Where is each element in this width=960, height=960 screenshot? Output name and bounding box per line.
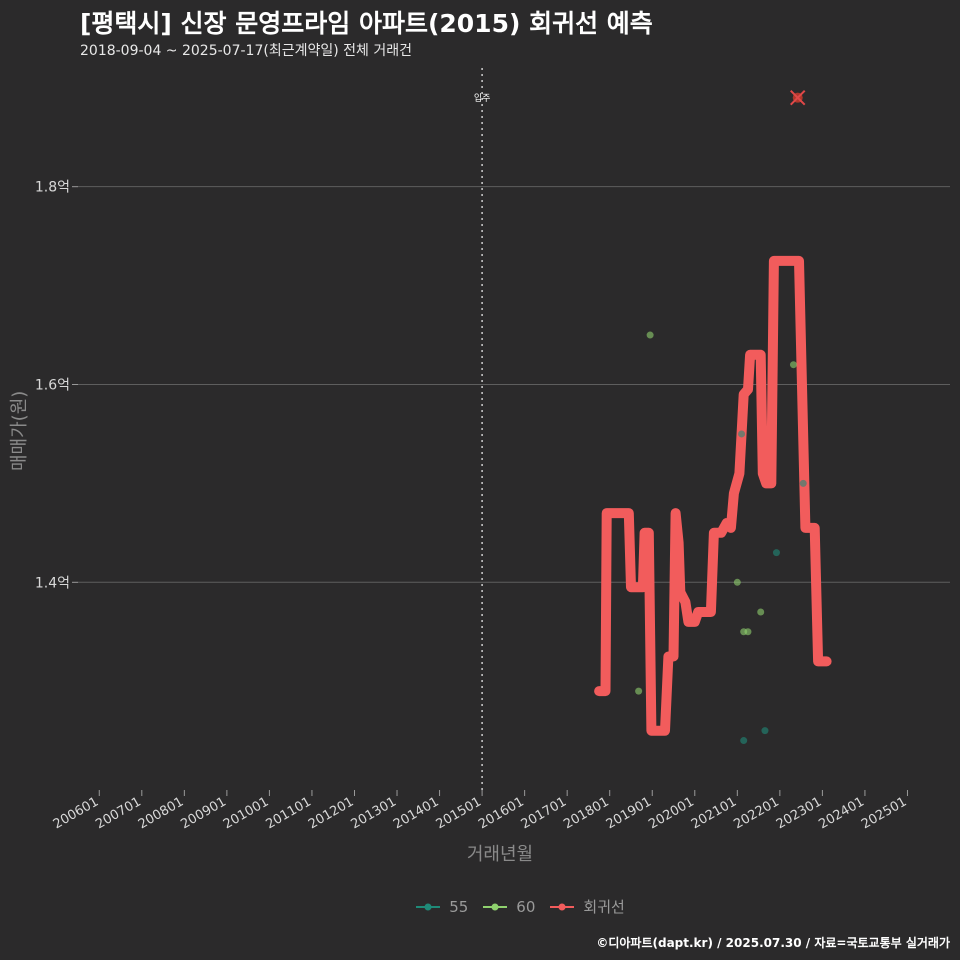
x-tick-label: 201501 [434, 794, 484, 832]
x-tick-label: 201101 [263, 794, 313, 832]
x-tick-label: 202501 [859, 794, 909, 832]
legend-swatch-regression [550, 903, 575, 910]
legend-swatch-55 [416, 903, 441, 910]
x-tick-label: 200601 [51, 794, 101, 832]
y-tick-label: 1.4억 [35, 575, 70, 591]
y-tick-label: 1.6억 [35, 377, 70, 393]
x-tick-label: 202001 [646, 794, 696, 832]
x-tick-label: 201301 [349, 794, 399, 832]
legend-label-55: 55 [449, 897, 469, 916]
x-tick-label: 202101 [689, 794, 739, 832]
x-tick-label: 201401 [391, 794, 441, 832]
chart-subtitle: 2018-09-04 ~ 2025-07-17(최근계약일) 전체 거래건 [80, 43, 412, 59]
y-axis-label: 매매가(원) [9, 390, 30, 471]
x-tick-label: 201601 [476, 794, 526, 832]
x-tick-label: 201201 [306, 794, 356, 832]
x-tick-label: 201801 [561, 794, 611, 832]
data-point-60 [646, 331, 654, 339]
x-tick-label: 201901 [604, 794, 654, 832]
legend-label-60: 60 [516, 897, 536, 916]
x-tick-label: 201701 [519, 794, 569, 832]
x-tick-label: 202201 [731, 794, 781, 832]
data-point-60 [733, 578, 741, 586]
chart-title: [평택시] 신장 문영프라임 아파트(2015) 회귀선 예측 [80, 9, 653, 38]
legend-item-55: 55 [415, 898, 468, 916]
legend-item-60: 60 [482, 898, 535, 916]
data-point-55 [738, 430, 746, 438]
move-in-label: 입주 [474, 92, 491, 104]
regression-line [594, 255, 832, 736]
data-point-55 [772, 549, 780, 557]
data-point-60 [635, 687, 643, 695]
legend-swatch-60 [483, 903, 508, 910]
data-point-55 [799, 479, 807, 487]
data-point-60 [744, 628, 752, 636]
x-tick-label: 201001 [221, 794, 271, 832]
regression-end-point [822, 657, 831, 666]
x-tick-label: 202401 [816, 794, 866, 832]
footer-credit: ©디아파트(dapt.kr) / 2025.07.30 / 자료=국토교통부 실… [596, 936, 950, 950]
x-tick-label: 202301 [774, 794, 824, 832]
y-tick-label: 1.8억 [35, 180, 70, 196]
x-tick-label: 200801 [136, 794, 186, 832]
data-point-60 [789, 361, 797, 369]
x-axis-label: 거래년월 [466, 844, 534, 865]
x-tick-label: 200901 [178, 794, 228, 832]
data-point-55 [740, 737, 748, 745]
legend: 55 60 회귀선 [0, 896, 960, 917]
regression-marker-cross [790, 89, 806, 106]
data-point-60 [757, 608, 765, 616]
x-tick-label: 200701 [93, 794, 143, 832]
data-point-55 [761, 727, 769, 735]
legend-label-regression: 회귀선 [583, 898, 625, 916]
legend-item-regression: 회귀선 [549, 896, 625, 917]
